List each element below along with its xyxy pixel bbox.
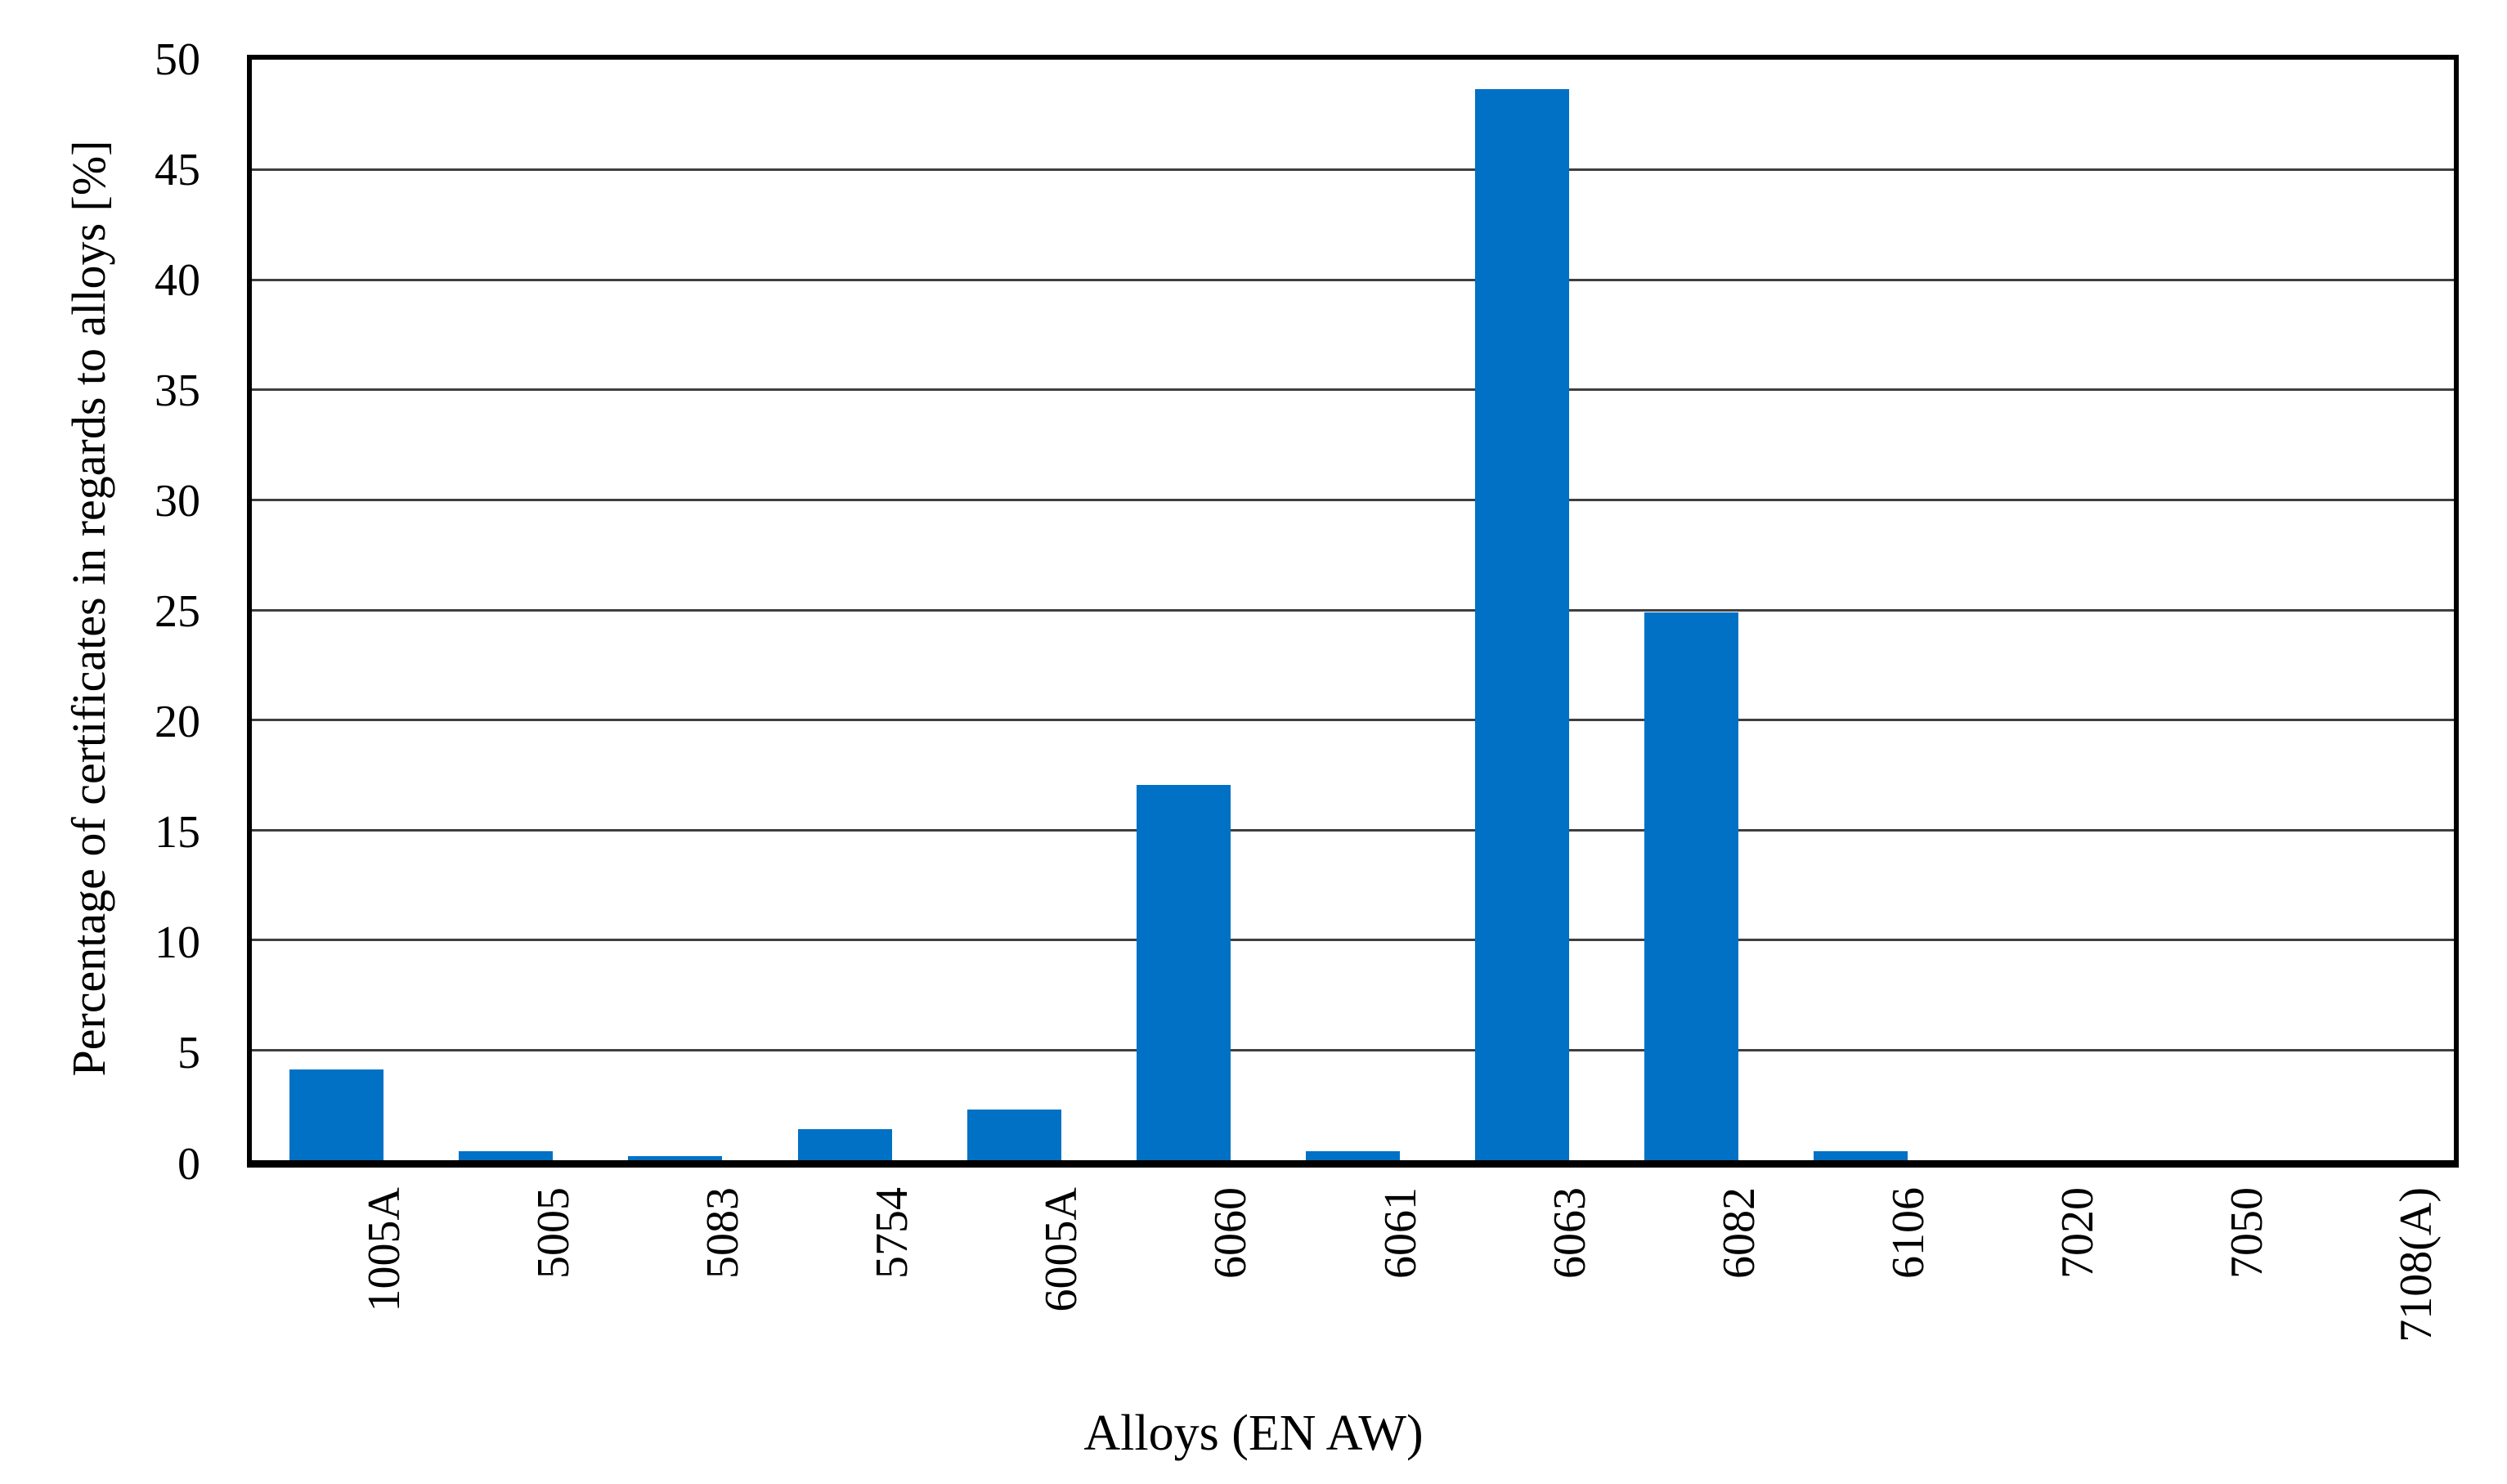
bar-6005A xyxy=(966,1109,1061,1160)
x-tick-label-text: 7108(A) xyxy=(2391,1187,2442,1343)
x-tick-label-text: 6063 xyxy=(1544,1187,1595,1279)
y-tick-label-20: 20 xyxy=(155,697,200,748)
x-tick-label-text: 6082 xyxy=(1713,1187,1765,1279)
gridline-10 xyxy=(252,939,2454,942)
x-tick-label-text: 5083 xyxy=(697,1187,748,1279)
gridline-40 xyxy=(252,278,2454,281)
bar-6063 xyxy=(1475,89,1570,1160)
x-axis-title: Alloys (EN AW) xyxy=(1083,1406,1424,1461)
x-tick-label-text: 6005A xyxy=(1036,1187,1088,1312)
y-tick-label-35: 35 xyxy=(155,365,200,417)
gridline-20 xyxy=(252,719,2454,722)
x-tick-label-text: 7050 xyxy=(2222,1187,2273,1279)
y-tick-label-5: 5 xyxy=(177,1028,200,1079)
bar-5083 xyxy=(628,1155,723,1160)
y-tick-label-0: 0 xyxy=(177,1138,200,1190)
y-tick-label-25: 25 xyxy=(155,586,200,638)
bar-6106 xyxy=(1814,1151,1908,1160)
y-tick-label-50: 50 xyxy=(155,34,200,85)
bar-5754 xyxy=(797,1129,892,1160)
y-tick-label-15: 15 xyxy=(155,807,200,859)
bar-6060 xyxy=(1136,784,1231,1160)
x-tick-label-text: 5754 xyxy=(867,1187,918,1279)
gridline-25 xyxy=(252,608,2454,612)
gridline-30 xyxy=(252,498,2454,501)
x-tick-label-text: 6061 xyxy=(1375,1187,1426,1279)
x-tick-label-text: 1005A xyxy=(358,1187,410,1312)
x-tick-label-text: 6060 xyxy=(1205,1187,1257,1279)
plot-area xyxy=(247,55,2459,1168)
bar-1005A xyxy=(289,1069,384,1160)
bar-6061 xyxy=(1306,1151,1400,1160)
gridline-15 xyxy=(252,828,2454,832)
bar-6082 xyxy=(1644,612,1739,1160)
y-tick-label-40: 40 xyxy=(155,255,200,307)
y-tick-label-10: 10 xyxy=(155,917,200,969)
x-tick-label-text: 6106 xyxy=(1882,1187,1934,1279)
y-tick-label-45: 45 xyxy=(155,145,200,196)
x-tick-label-text: 5005 xyxy=(527,1187,579,1279)
x-tick-label-text: 7020 xyxy=(2052,1187,2104,1279)
y-tick-label-30: 30 xyxy=(155,476,200,527)
gridline-5 xyxy=(252,1048,2454,1051)
bar-5005 xyxy=(459,1151,554,1160)
gridline-45 xyxy=(252,168,2454,172)
gridline-35 xyxy=(252,388,2454,392)
